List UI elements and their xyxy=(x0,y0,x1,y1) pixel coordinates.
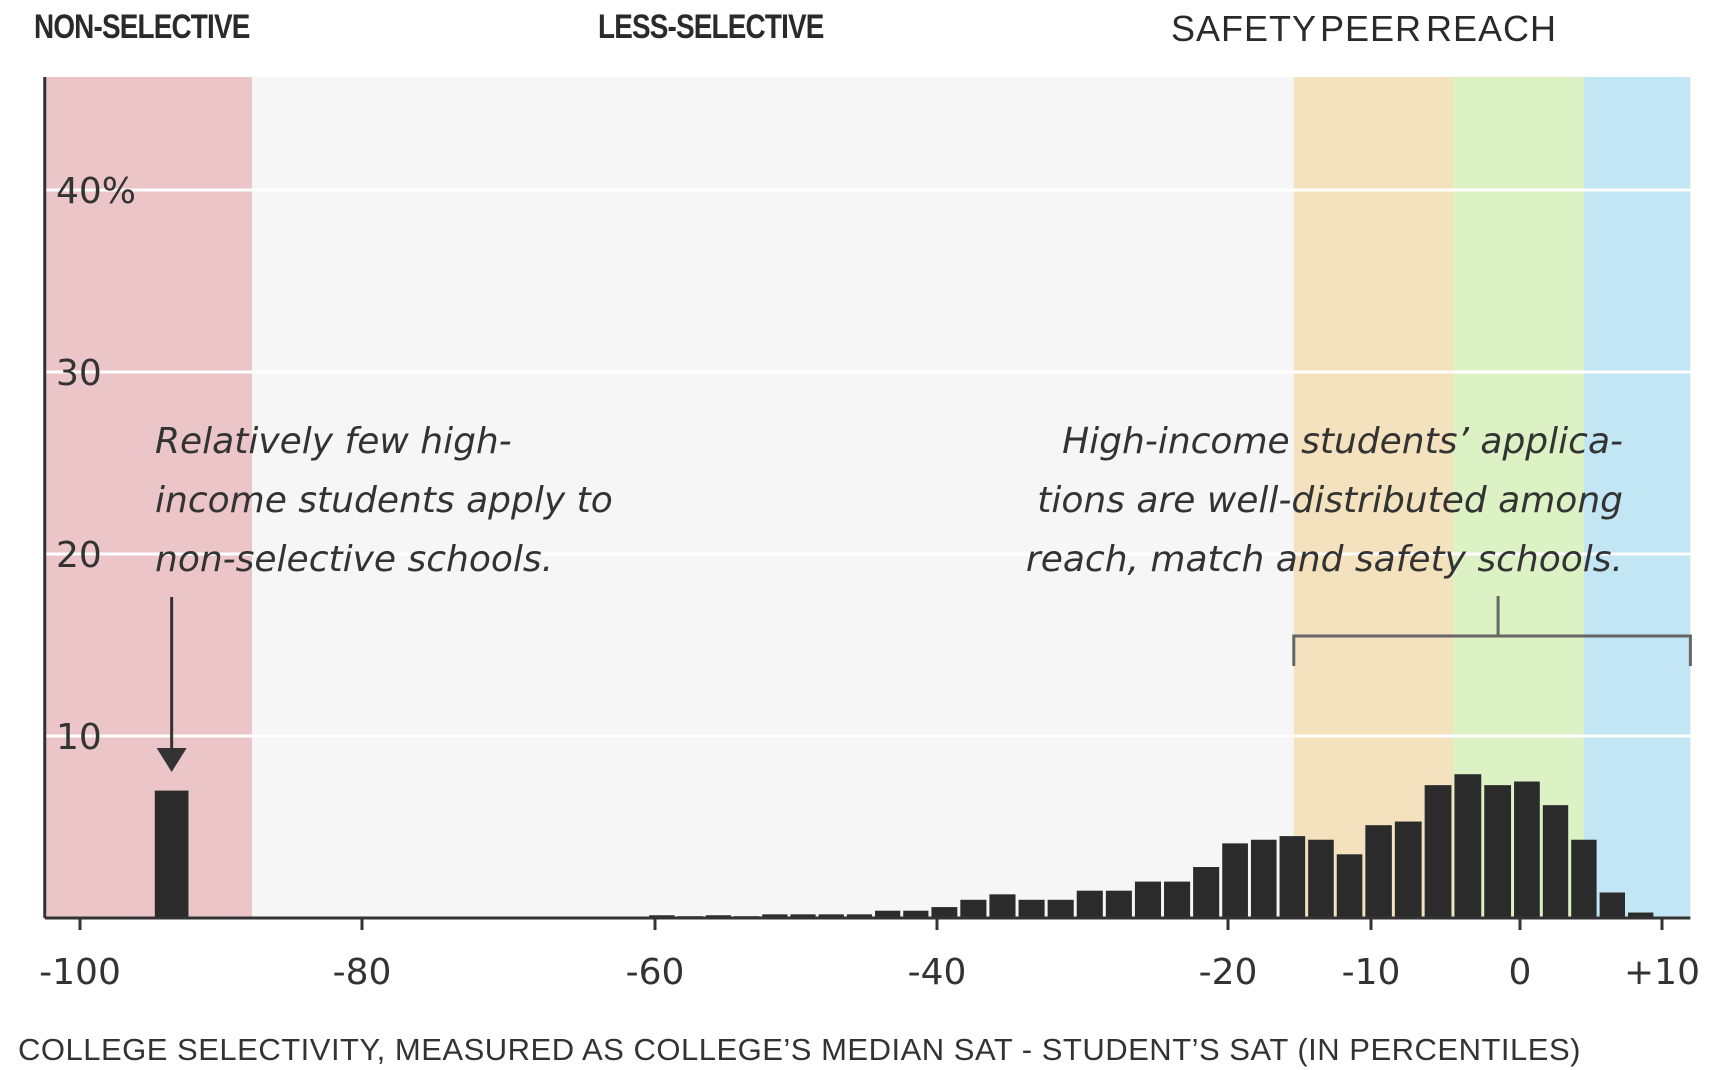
axes xyxy=(43,77,1691,920)
bar xyxy=(790,914,816,918)
x-tick-label: +10 xyxy=(1624,952,1700,993)
bar xyxy=(1164,881,1191,918)
y-tick-label: 40% xyxy=(56,171,136,212)
callout-bracket xyxy=(1292,634,1692,666)
bar xyxy=(931,907,958,918)
bars xyxy=(154,774,1654,918)
region-safety xyxy=(1293,77,1453,918)
x-axis-title: COLLEGE SELECTIVITY, MEASURED AS COLLEGE… xyxy=(18,1032,1581,1067)
bar xyxy=(1514,781,1540,918)
bar xyxy=(989,894,1016,918)
x-tick-label: -60 xyxy=(626,952,685,993)
x-tick-label: -80 xyxy=(333,952,392,993)
x-tick-label: -100 xyxy=(39,952,121,993)
bar xyxy=(1365,825,1392,918)
annotation-left-line-2: income students apply to xyxy=(155,480,613,521)
annotation-right-line-3: reach, match and safety schools. xyxy=(1025,539,1623,580)
x-tick-label: -20 xyxy=(1199,952,1258,993)
bar xyxy=(1308,839,1334,918)
bar xyxy=(762,914,788,918)
y-tick-labels: 10 20 30 40% xyxy=(56,171,136,758)
annotation-right-line-2: tions are well-distributed among xyxy=(1037,480,1623,521)
y-tick-label: 20 xyxy=(56,535,102,576)
x-tick-label: -40 xyxy=(908,952,967,993)
bar xyxy=(1424,785,1452,918)
bar xyxy=(1193,867,1220,918)
x-tick-label: 0 xyxy=(1509,952,1532,993)
x-tick-labels: -100 -80 -60 -40 -20 -10 0 +10 xyxy=(39,918,1700,993)
bar xyxy=(1047,899,1074,918)
bar xyxy=(846,914,873,918)
bar xyxy=(1484,785,1512,918)
x-tick-label: -10 xyxy=(1342,952,1401,993)
callouts xyxy=(156,596,1692,772)
y-tick-label: 30 xyxy=(56,353,102,394)
gridlines xyxy=(44,188,1691,738)
bar xyxy=(1542,805,1569,918)
bar xyxy=(1222,843,1248,918)
region-less-selective xyxy=(252,77,1294,918)
category-non-selective: NON-SELECTIVE xyxy=(34,8,250,46)
y-tick-label: 10 xyxy=(56,717,102,758)
callout-arrow-head xyxy=(156,748,187,772)
selectivity-regions xyxy=(44,77,1691,918)
bar xyxy=(1018,899,1045,918)
category-reach: REACH xyxy=(1426,8,1558,49)
bar xyxy=(1454,774,1482,918)
category-safety: SAFETY xyxy=(1171,8,1318,49)
bar xyxy=(1336,854,1363,918)
annotation-right-line-1: High-income students’ applica- xyxy=(1062,421,1623,462)
annotation-left: Relatively few high- income students app… xyxy=(155,412,613,589)
bar xyxy=(903,910,929,918)
annotation-left-line-3: non-selective schools. xyxy=(155,539,554,580)
bar xyxy=(818,914,844,918)
bar xyxy=(1250,839,1277,918)
bar xyxy=(1134,881,1162,918)
bar xyxy=(960,899,987,918)
category-less-selective: LESS-SELECTIVE xyxy=(598,8,824,46)
annotation-left-line-1: Relatively few high- xyxy=(155,421,512,462)
bar xyxy=(154,790,189,918)
bar xyxy=(1628,912,1654,918)
annotation-right: High-income students’ applica- tions are… xyxy=(983,412,1623,589)
bar xyxy=(875,910,901,918)
region-non-selective xyxy=(44,77,253,918)
bar xyxy=(1076,890,1103,918)
bar xyxy=(1105,890,1132,918)
bar xyxy=(1279,836,1306,918)
region-reach xyxy=(1583,77,1691,918)
bar xyxy=(1571,839,1597,918)
bar xyxy=(1394,821,1422,918)
category-peer: PEER xyxy=(1320,8,1423,49)
bar xyxy=(1599,892,1625,918)
